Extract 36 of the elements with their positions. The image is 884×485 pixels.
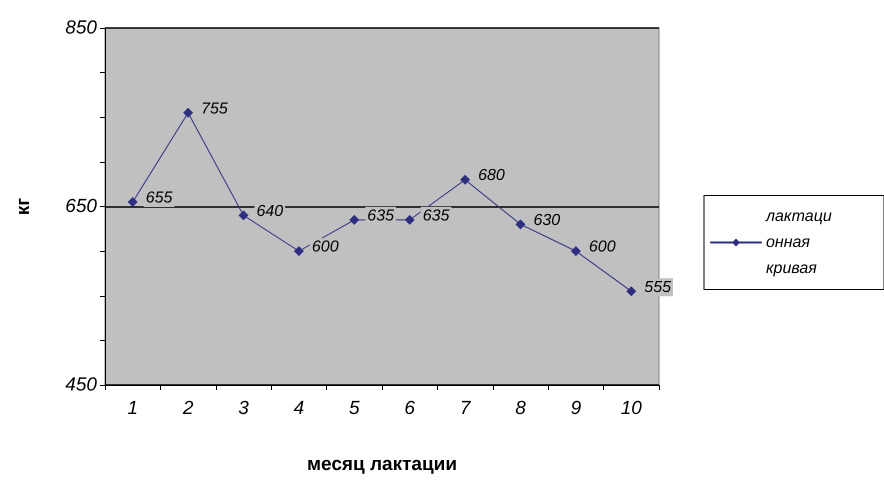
x-tick-label: 2 [182, 398, 194, 419]
point [570, 246, 581, 256]
x-axis-title: месяц лактации [306, 454, 458, 475]
point [516, 219, 526, 230]
point [294, 246, 304, 256]
point [626, 286, 636, 296]
y-tick-label: 850 [65, 18, 98, 38]
data-label: 600 [312, 238, 339, 256]
point [404, 214, 415, 225]
x-tick-label: 9 [570, 398, 582, 419]
data-label: 555 [644, 278, 672, 296]
point [183, 108, 194, 118]
data-label: 755 [201, 100, 228, 118]
point [128, 197, 138, 208]
point [238, 210, 248, 220]
legend-label: лактационная кривая [765, 208, 832, 277]
data-label: 680 [478, 167, 505, 184]
x-tick-label: 4 [294, 398, 304, 419]
data-label: 640 [256, 202, 284, 220]
x-tick-label: 10 [620, 398, 642, 419]
y-tick-label: 650 [65, 196, 98, 217]
data-label: 635 [422, 207, 450, 224]
y-axis-title: кг [13, 198, 34, 216]
x-tick-label: 5 [349, 398, 360, 419]
x-tick-label: 6 [404, 398, 416, 419]
data-label: 600 [588, 238, 616, 256]
data-label: 630 [534, 212, 560, 229]
y-tick-label: 450 [65, 374, 98, 396]
point [460, 174, 470, 185]
x-tick-label: 1 [127, 398, 138, 419]
x-tick-label: 8 [515, 398, 526, 419]
data-label: 655 [146, 190, 172, 207]
data-label: 635 [367, 207, 394, 224]
x-tick-label: 3 [238, 398, 250, 419]
point [349, 214, 360, 225]
x-tick-label: 7 [460, 398, 472, 419]
